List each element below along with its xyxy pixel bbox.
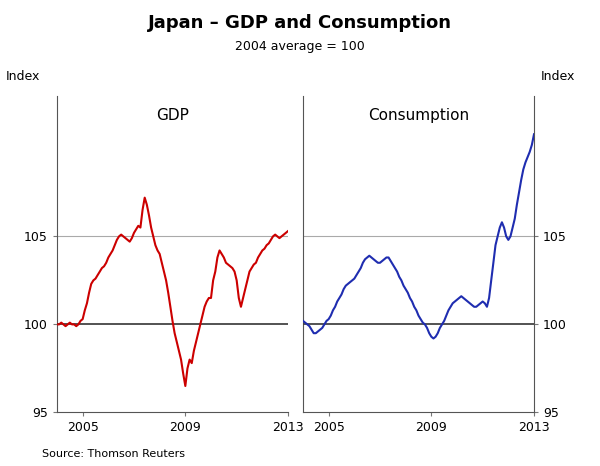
Text: Index: Index bbox=[541, 70, 575, 83]
Text: 2004 average = 100: 2004 average = 100 bbox=[235, 40, 365, 53]
Text: Index: Index bbox=[6, 70, 41, 83]
Text: Source: Thomson Reuters: Source: Thomson Reuters bbox=[42, 449, 185, 459]
Text: GDP: GDP bbox=[156, 108, 189, 123]
Text: Japan – GDP and Consumption: Japan – GDP and Consumption bbox=[148, 14, 452, 32]
Text: Consumption: Consumption bbox=[368, 108, 469, 123]
